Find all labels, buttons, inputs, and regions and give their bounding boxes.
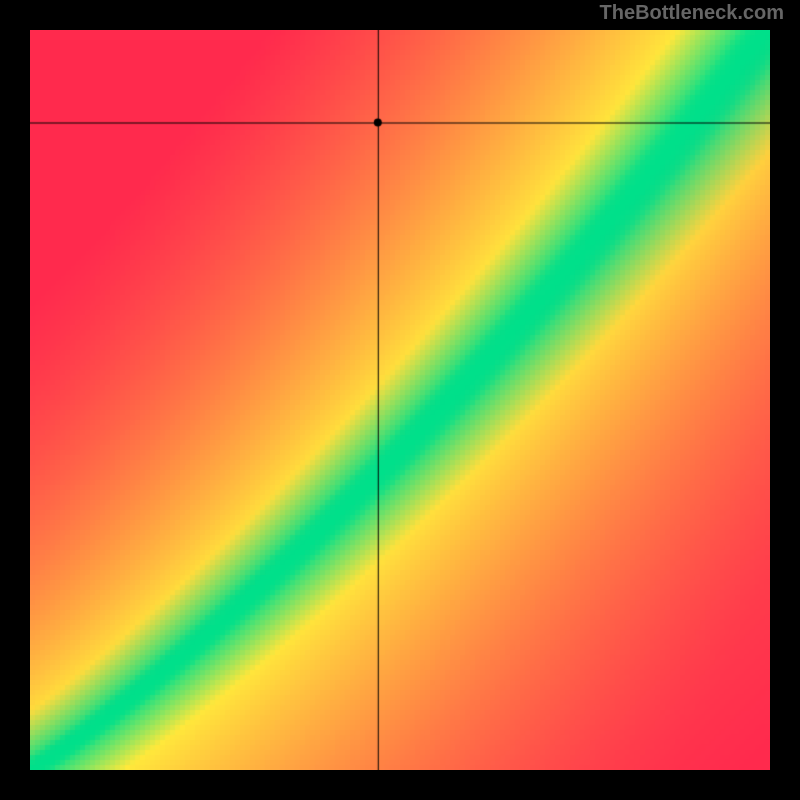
heatmap-canvas: [30, 30, 770, 770]
watermark-text: TheBottleneck.com: [600, 2, 784, 25]
heatmap-plot: [30, 30, 770, 770]
chart-container: TheBottleneck.com: [0, 0, 800, 800]
